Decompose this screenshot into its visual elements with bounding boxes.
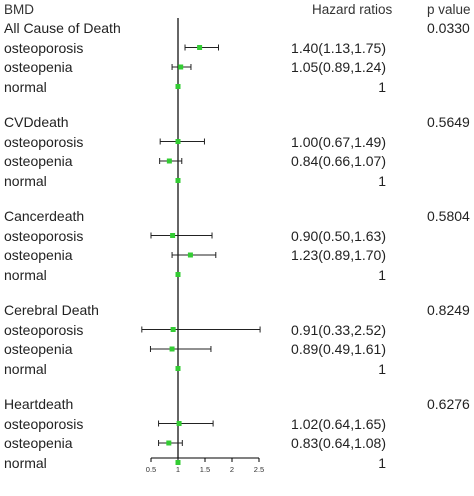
- row-label: osteoporosis: [4, 415, 84, 432]
- hazard-ratio-text: 0.89(0.49,1.61): [291, 341, 386, 357]
- row-label: osteoporosis: [4, 227, 84, 244]
- group-title: Heartdeath: [4, 396, 74, 412]
- group-title: All Cause of Death: [4, 20, 121, 36]
- hazard-ratio-text: 1.00(0.67,1.49): [291, 133, 386, 150]
- hazard-ratio-text: 1: [378, 454, 386, 471]
- hazard-ratio-text: 0.90(0.50,1.63): [291, 227, 386, 244]
- hazard-ratio-point: [175, 366, 181, 371]
- row-label: osteoporosis: [4, 133, 84, 150]
- row-label: osteopenia: [4, 341, 73, 357]
- row-label: osteopenia: [4, 247, 73, 263]
- row-label: osteoporosis: [4, 321, 84, 338]
- group-title: Cerebral Death: [4, 302, 99, 318]
- hazard-ratio-text: 0.84(0.66,1.07): [291, 153, 386, 169]
- hazard-ratio-text: 1: [378, 266, 386, 283]
- hazard-ratio-point: [187, 252, 193, 258]
- row-label: osteoporosis: [4, 39, 84, 56]
- x-tick-label: 1.5: [200, 465, 210, 474]
- hazard-ratio-point: [197, 45, 203, 50]
- column-header-hazard-ratios: Hazard ratios: [312, 2, 393, 17]
- hazard-ratio-point: [176, 421, 182, 426]
- p-value: 0.6276: [427, 396, 470, 412]
- group-title: Cancerdeath: [4, 208, 85, 224]
- row-label: normal: [4, 454, 47, 471]
- column-header-bmd: BMD: [4, 2, 34, 17]
- row-label: normal: [4, 172, 47, 189]
- row-label: osteopenia: [4, 59, 73, 75]
- row-label: normal: [4, 360, 47, 377]
- hazard-ratio-text: 1.05(0.89,1.24): [291, 59, 386, 75]
- row-label: osteopenia: [4, 435, 73, 451]
- hazard-ratio-point: [170, 233, 176, 238]
- hazard-ratio-text: 0.91(0.33,2.52): [291, 321, 386, 338]
- x-tick-label: 1: [176, 465, 180, 474]
- p-value: 0.5804: [427, 208, 470, 224]
- hazard-ratio-text: 1.40(1.13,1.75): [291, 39, 386, 56]
- hazard-ratio-text: 1.02(0.64,1.65): [291, 415, 386, 432]
- row-label: normal: [4, 266, 47, 283]
- hazard-ratio-point: [178, 64, 184, 70]
- group-title: CVDdeath: [4, 114, 69, 130]
- hazard-ratio-point: [166, 158, 172, 164]
- hazard-ratio-text: 1.23(0.89,1.70): [291, 247, 386, 263]
- hazard-ratio-point: [175, 178, 181, 183]
- hazard-ratio-point: [170, 327, 176, 332]
- hazard-ratio-point: [175, 139, 181, 144]
- hazard-ratio-text: 1: [378, 360, 386, 377]
- row-label: osteopenia: [4, 153, 73, 169]
- row-label: normal: [4, 78, 47, 95]
- x-tick-label: 2.5: [254, 465, 264, 474]
- hazard-ratio-text: 1: [378, 78, 386, 95]
- hazard-ratio-point: [175, 460, 181, 465]
- hazard-ratio-point: [166, 440, 172, 446]
- x-tick-label: 2: [230, 465, 234, 474]
- hazard-ratio-point: [169, 346, 175, 352]
- hazard-ratio-point: [175, 84, 181, 89]
- p-value: 0.8249: [427, 302, 470, 318]
- hazard-ratio-text: 0.83(0.64,1.08): [291, 435, 386, 451]
- hazard-ratio-point: [175, 272, 181, 277]
- column-header-p-value: p value: [427, 2, 471, 17]
- p-value: 0.5649: [427, 114, 470, 130]
- x-tick-label: 0.5: [146, 465, 156, 474]
- hazard-ratio-text: 1: [378, 172, 386, 189]
- p-value: 0.0330: [427, 20, 470, 36]
